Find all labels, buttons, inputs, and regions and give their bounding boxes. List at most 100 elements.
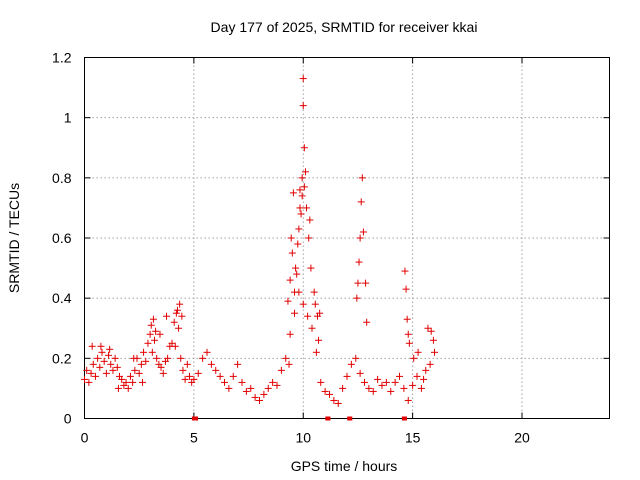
data-point [296, 186, 304, 194]
data-point [164, 354, 172, 362]
chart-title: Day 177 of 2025, SRMTID for receiver kka… [211, 19, 478, 35]
data-point [409, 381, 417, 389]
x-tick-label: 10 [295, 430, 311, 446]
data-point [286, 330, 294, 338]
data-point [159, 369, 167, 377]
data-point [402, 285, 410, 293]
data-point [113, 363, 121, 371]
data-point [126, 372, 134, 380]
data-point [229, 372, 237, 380]
data-point [378, 381, 386, 389]
data-point [98, 348, 106, 356]
data-point [91, 372, 99, 380]
data-point [287, 234, 295, 242]
data-point [178, 312, 186, 320]
x-tick-labels: 0 5 10 15 20 [81, 430, 530, 446]
data-point [102, 369, 110, 377]
y-tick-label: 1.2 [52, 50, 72, 66]
data-point [387, 387, 395, 395]
data-point [330, 396, 338, 404]
data-point [149, 315, 157, 323]
data-point [190, 375, 198, 383]
data-point [256, 396, 263, 404]
gap-marker [348, 416, 353, 421]
data-point [396, 372, 403, 380]
data-point [142, 357, 150, 365]
data-point [295, 225, 303, 233]
data-point [207, 360, 215, 368]
data-point [296, 204, 304, 212]
data-point [144, 339, 152, 347]
data-point [357, 198, 365, 206]
data-point [358, 174, 366, 182]
gap-markers [191, 416, 407, 421]
data-point [301, 168, 309, 176]
data-point [401, 267, 409, 275]
data-point [352, 354, 360, 362]
data-point [300, 144, 308, 152]
data-point [216, 372, 224, 380]
data-point [308, 324, 316, 332]
data-point [177, 354, 185, 362]
data-point [148, 348, 156, 356]
data-point [124, 384, 132, 392]
data-point [131, 366, 139, 374]
data-point [326, 390, 333, 398]
data-points [81, 75, 438, 407]
data-point [305, 234, 313, 242]
data-point [356, 234, 364, 242]
data-point [221, 378, 228, 386]
data-point [362, 279, 370, 287]
data-point [114, 384, 122, 392]
data-point [168, 339, 176, 347]
y-tick-label: 0 [64, 411, 72, 427]
data-point [405, 339, 413, 347]
data-point [251, 393, 259, 401]
data-point [363, 318, 371, 326]
data-point [353, 294, 361, 302]
y-tick-label: 0.6 [52, 230, 72, 246]
data-point [427, 327, 435, 335]
data-point [83, 366, 91, 374]
data-point [297, 210, 305, 218]
gap-marker [191, 416, 196, 421]
data-point [391, 378, 399, 386]
data-point [88, 342, 96, 350]
data-point [269, 378, 277, 386]
data-point [369, 387, 377, 395]
data-point [94, 354, 102, 362]
data-point [404, 396, 412, 404]
data-point [312, 348, 320, 356]
data-point [146, 330, 154, 338]
data-point [186, 372, 193, 380]
data-point [410, 354, 418, 362]
data-point [264, 384, 272, 392]
data-point [286, 276, 294, 284]
data-point [247, 384, 255, 392]
data-point [171, 342, 179, 350]
data-point [122, 378, 130, 386]
data-point [129, 378, 137, 386]
x-axis-label: GPS time / hours [291, 458, 398, 474]
data-point [282, 354, 290, 362]
data-point [382, 378, 390, 386]
data-point [413, 372, 421, 380]
data-point [140, 348, 148, 356]
data-point [424, 324, 432, 332]
data-point [334, 399, 342, 407]
data-point [298, 192, 306, 200]
data-point [420, 375, 428, 383]
data-point [137, 360, 145, 368]
data-point [284, 297, 292, 305]
data-point [429, 336, 437, 344]
data-point [310, 288, 318, 296]
data-point [311, 300, 319, 308]
data-point [299, 75, 307, 83]
data-point [194, 369, 202, 377]
data-point [183, 360, 191, 368]
data-point [172, 309, 180, 317]
data-point [339, 384, 347, 392]
data-point [85, 378, 93, 386]
data-point [361, 378, 368, 386]
